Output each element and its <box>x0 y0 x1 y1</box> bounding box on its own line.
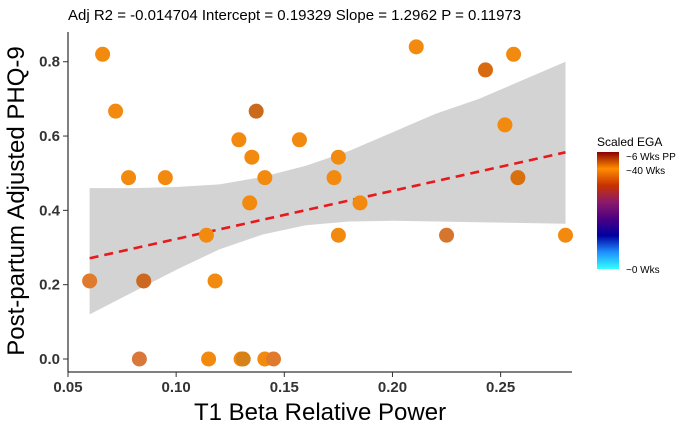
data-point-29 <box>506 46 522 62</box>
legend: Scaled EGA ~6 Wks PP ~40 Wks ~0 Wks <box>597 135 676 276</box>
fit-line <box>89 151 566 260</box>
data-point-13 <box>235 351 251 367</box>
data-point-20 <box>291 132 307 148</box>
data-point-22 <box>330 227 346 243</box>
x-axis-label: T1 Beta Relative Power <box>194 399 446 426</box>
data-point-4 <box>121 170 137 186</box>
legend-label-6wks-pp: ~6 Wks PP <box>626 152 676 163</box>
data-point-28 <box>497 117 513 133</box>
y-tick-label: 0.4 <box>39 202 61 219</box>
y-tick-label: 0.2 <box>39 277 60 294</box>
data-point-31 <box>558 227 574 243</box>
x-tick-label: 0.05 <box>53 379 82 396</box>
point-layer <box>82 39 574 367</box>
data-point-27 <box>477 62 493 78</box>
axis-layer: 0.05 0.10 0.15 0.20 0.25 0.0 0.2 0.4 0.6 0.8 <box>39 32 572 396</box>
data-point-26 <box>439 227 455 243</box>
chart-title: Adj R2 = -0.014704 Intercept = 0.19329 S… <box>68 7 521 24</box>
data-point-14 <box>242 195 258 211</box>
data-point-30 <box>510 170 526 186</box>
y-tick-label: 0.6 <box>39 128 60 145</box>
x-tick-label: 0.10 <box>162 379 191 396</box>
legend-title: Scaled EGA <box>597 135 662 149</box>
legend-colorbar <box>597 152 619 269</box>
data-point-11 <box>231 132 247 148</box>
y-tick-label: 0.0 <box>39 351 60 368</box>
confidence-band <box>89 61 566 315</box>
fit-line-layer <box>89 151 566 260</box>
data-point-19 <box>265 351 281 367</box>
data-point-1 <box>82 273 98 289</box>
data-point-5 <box>131 351 147 367</box>
data-point-10 <box>207 273 223 289</box>
y-axis-label: Post-partum Adjusted PHQ-9 <box>3 46 30 355</box>
x-tick-label: 0.25 <box>486 379 515 396</box>
data-point-25 <box>408 39 424 55</box>
x-tick-label: 0.20 <box>378 379 407 396</box>
data-point-2 <box>95 46 111 62</box>
data-point-15 <box>244 149 260 165</box>
data-point-3 <box>108 103 124 119</box>
x-tick-label: 0.15 <box>270 379 299 396</box>
data-point-6 <box>136 273 152 289</box>
legend-label-0wks: ~0 Wks <box>626 265 660 276</box>
data-point-17 <box>257 170 273 186</box>
confidence-band-layer <box>89 61 566 315</box>
data-point-24 <box>352 195 368 211</box>
data-point-21 <box>326 170 342 186</box>
data-point-8 <box>198 227 214 243</box>
data-point-16 <box>248 103 264 119</box>
legend-label-40wks: ~40 Wks <box>626 166 665 177</box>
data-point-9 <box>201 351 217 367</box>
y-tick-label: 0.8 <box>39 54 60 71</box>
data-point-23 <box>330 149 346 165</box>
data-point-7 <box>157 170 173 186</box>
